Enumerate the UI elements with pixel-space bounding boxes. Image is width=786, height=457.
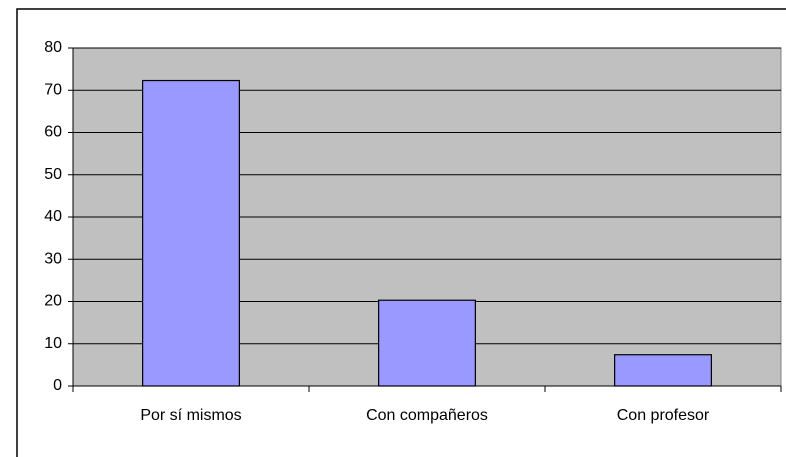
y-tick-label: 30 xyxy=(44,250,62,267)
y-tick-label: 40 xyxy=(44,208,62,225)
x-tick-label: Por sí mismos xyxy=(140,407,241,424)
y-tick-label: 0 xyxy=(53,377,62,394)
y-tick-label: 60 xyxy=(44,124,62,141)
bar xyxy=(614,354,712,387)
y-tick-label: 20 xyxy=(44,293,62,310)
x-tick-label: Con compañeros xyxy=(366,407,488,424)
y-tick-label: 10 xyxy=(44,335,62,352)
bar xyxy=(142,79,240,387)
x-tick-label: Con profesor xyxy=(617,407,710,424)
y-tick-label: 50 xyxy=(44,166,62,183)
y-tick-label: 80 xyxy=(44,39,62,56)
y-tick-label: 70 xyxy=(44,81,62,98)
bar xyxy=(378,299,476,387)
